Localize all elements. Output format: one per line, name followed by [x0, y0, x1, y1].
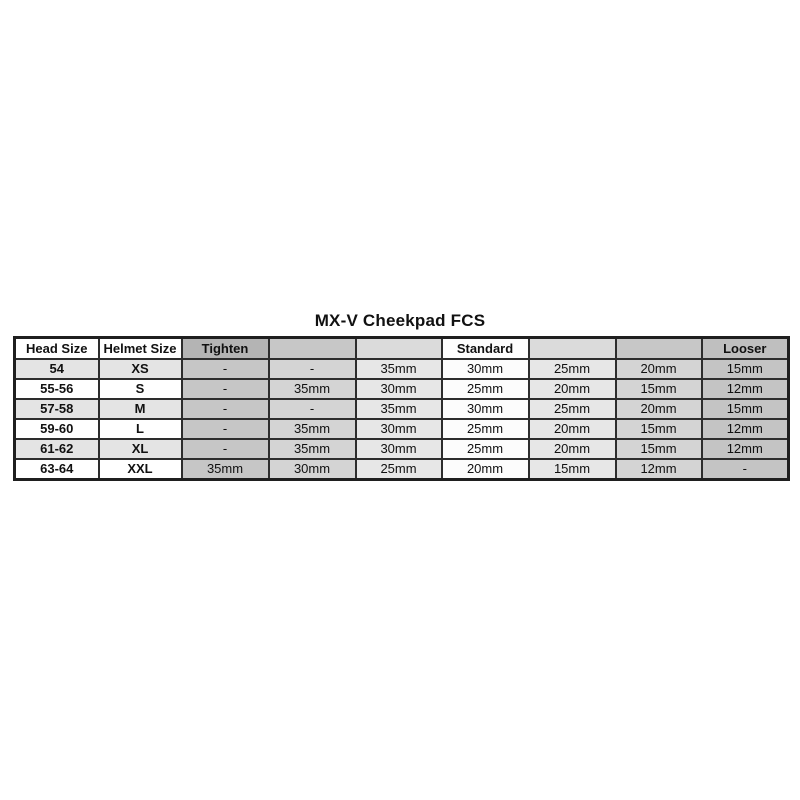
cell-value: 25mm: [440, 438, 530, 460]
cell-value: -: [180, 398, 270, 420]
table-row: 59-60 L - 35mm 30mm 25mm 20mm 15mm 12mm: [13, 418, 790, 440]
cell-value: 35mm: [180, 458, 270, 481]
cell-value: -: [180, 438, 270, 460]
cell-value: 20mm: [527, 438, 617, 460]
cell-value: 12mm: [614, 458, 703, 481]
cell-value: 35mm: [354, 358, 443, 380]
table-row: 63-64 XXL 35mm 30mm 25mm 20mm 15mm 12mm …: [13, 458, 790, 481]
table-row: 57-58 M - - 35mm 30mm 25mm 20mm 15mm: [13, 398, 790, 420]
cell-helmet-size: XL: [97, 438, 183, 460]
cell-value: -: [700, 458, 790, 481]
cell-helmet-size: XXL: [97, 458, 183, 481]
cell-value: 12mm: [700, 418, 790, 440]
header-helmet-size: Helmet Size: [97, 336, 183, 360]
cell-value: -: [267, 398, 357, 420]
cell-value: -: [180, 418, 270, 440]
cell-value: 35mm: [354, 398, 443, 420]
cell-value: -: [180, 358, 270, 380]
cell-value: 35mm: [267, 438, 357, 460]
cell-value: 15mm: [527, 458, 617, 481]
cell-value: 30mm: [354, 378, 443, 400]
header-blank-2: [354, 336, 443, 360]
cell-value: -: [267, 358, 357, 380]
cell-value: 20mm: [440, 458, 530, 481]
cell-helmet-size: M: [97, 398, 183, 420]
cell-head-size: 57-58: [13, 398, 100, 420]
header-head-size: Head Size: [13, 336, 100, 360]
cell-head-size: 59-60: [13, 418, 100, 440]
cell-value: 25mm: [527, 358, 617, 380]
cell-value: 12mm: [700, 438, 790, 460]
cell-helmet-size: S: [97, 378, 183, 400]
cell-value: 25mm: [440, 418, 530, 440]
table-row: 61-62 XL - 35mm 30mm 25mm 20mm 15mm 12mm: [13, 438, 790, 460]
cell-value: -: [180, 378, 270, 400]
cell-value: 35mm: [267, 418, 357, 440]
cell-head-size: 55-56: [13, 378, 100, 400]
cell-head-size: 54: [13, 358, 100, 380]
table-row: 54 XS - - 35mm 30mm 25mm 20mm 15mm: [13, 358, 790, 380]
cell-value: 25mm: [440, 378, 530, 400]
cell-value: 20mm: [527, 418, 617, 440]
cell-value: 30mm: [440, 358, 530, 380]
cell-value: 25mm: [527, 398, 617, 420]
table-row: 55-56 S - 35mm 30mm 25mm 20mm 15mm 12mm: [13, 378, 790, 400]
header-tighten: Tighten: [180, 336, 270, 360]
cell-value: 30mm: [267, 458, 357, 481]
cell-value: 15mm: [614, 378, 703, 400]
cell-value: 20mm: [614, 398, 703, 420]
cell-helmet-size: L: [97, 418, 183, 440]
cheekpad-size-table: Head Size Helmet Size Tighten Standard L…: [13, 336, 790, 481]
cell-helmet-size: XS: [97, 358, 183, 380]
header-looser: Looser: [700, 336, 790, 360]
cell-value: 20mm: [527, 378, 617, 400]
cell-value: 15mm: [614, 418, 703, 440]
cell-value: 35mm: [267, 378, 357, 400]
cell-value: 20mm: [614, 358, 703, 380]
cell-value: 30mm: [354, 438, 443, 460]
cell-value: 25mm: [354, 458, 443, 481]
cell-value: 12mm: [700, 378, 790, 400]
header-blank-3: [527, 336, 617, 360]
cell-value: 15mm: [614, 438, 703, 460]
chart-title: MX-V Cheekpad FCS: [314, 311, 486, 330]
cell-value: 30mm: [354, 418, 443, 440]
header-row: Head Size Helmet Size Tighten Standard L…: [13, 336, 790, 360]
header-blank-4: [614, 336, 703, 360]
header-blank-1: [267, 336, 357, 360]
header-standard: Standard: [440, 336, 530, 360]
cell-head-size: 61-62: [13, 438, 100, 460]
cell-head-size: 63-64: [13, 458, 100, 481]
cell-value: 30mm: [440, 398, 530, 420]
cell-value: 15mm: [700, 398, 790, 420]
cell-value: 15mm: [700, 358, 790, 380]
